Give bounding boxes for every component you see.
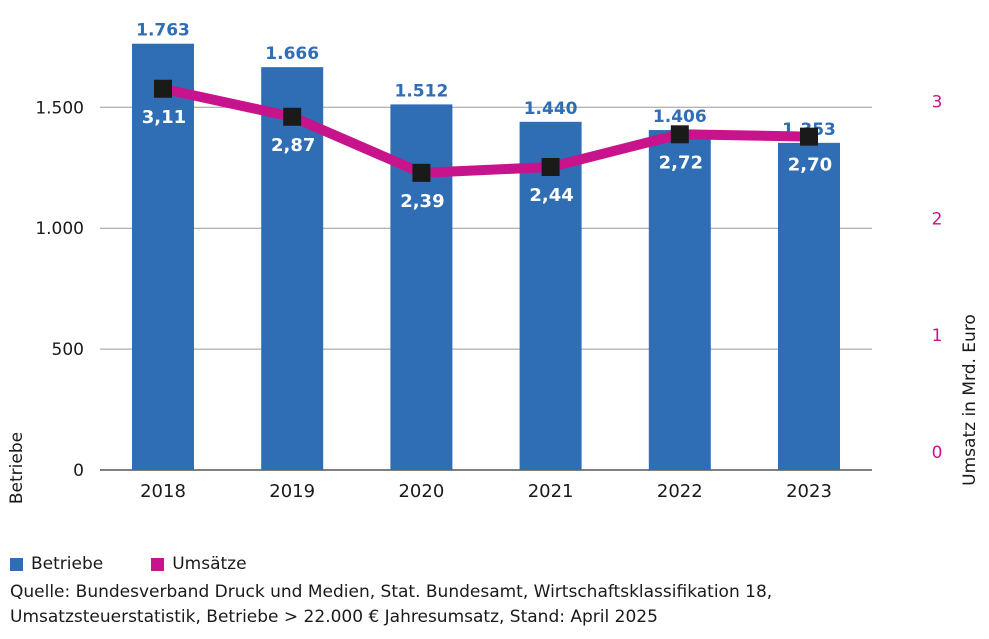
source-line-2: Umsatzsteuerstatistik, Betriebe > 22.000… (10, 607, 658, 627)
line-marker (800, 127, 818, 146)
legend-label-umsaetze: Umsätze (172, 554, 247, 574)
line-value-label: 2,87 (271, 135, 315, 156)
left-tick-label: 500 (52, 340, 84, 360)
right-tick-label: 2 (932, 209, 943, 229)
bar (778, 142, 840, 470)
legend-label-betriebe: Betriebe (31, 554, 104, 574)
x-tick-label: 2023 (786, 481, 832, 502)
source-line-1: Quelle: Bundesverband Druck und Medien, … (10, 582, 773, 602)
line-value-label: 2,72 (659, 152, 703, 173)
line-umsaetze (158, 83, 814, 178)
legend-item-umsaetze: Umsätze (151, 554, 247, 574)
right-tick-label: 1 (932, 326, 943, 346)
legend-item-betriebe: Betriebe (10, 554, 103, 574)
bar-value-label: 1.512 (395, 81, 449, 101)
x-tick-label: 2021 (528, 481, 574, 502)
line-marker (283, 107, 302, 126)
x-tick-label: 2020 (398, 481, 444, 502)
line-value-label: 2,44 (529, 185, 573, 206)
right-axis-ticks: 0 1 2 3 (932, 93, 943, 463)
bar-value-label: 1.406 (653, 107, 707, 127)
line-marker (541, 158, 560, 177)
right-tick-label: 0 (932, 443, 943, 463)
bar-value-label: 1.666 (265, 44, 319, 64)
y-axis-right-title: Umsatz in Mrd. Euro (960, 314, 980, 486)
line-series (158, 83, 814, 178)
x-tick-label: 2022 (657, 481, 703, 502)
legend-swatch-bars (10, 557, 23, 571)
bar-value-label: 1.440 (524, 99, 578, 119)
bar (132, 43, 194, 470)
legend-swatch-line (151, 557, 165, 571)
bar (261, 67, 324, 471)
line-labels: 3,11 2,87 2,39 2,44 2,72 2,70 (142, 107, 832, 212)
y-axis-left-title: Betriebe (7, 432, 27, 504)
bar (648, 130, 711, 470)
gridlines (100, 106, 872, 471)
line-value-label: 3,11 (142, 107, 186, 128)
line-markers (154, 79, 818, 182)
line-marker (412, 163, 431, 182)
bar (519, 121, 582, 471)
x-axis-ticks: 2018 2019 2020 2021 2022 2023 (140, 481, 832, 502)
source-note: Quelle: Bundesverband Druck und Medien, … (10, 580, 980, 630)
legend: Betriebe Umsätze (10, 552, 295, 576)
x-tick-label: 2019 (269, 481, 315, 502)
bar-value-label: 1.763 (136, 21, 190, 41)
line-value-label: 2,70 (788, 155, 832, 176)
right-tick-label: 3 (932, 93, 943, 113)
line-marker (670, 125, 689, 144)
left-tick-label: 0 (73, 461, 84, 481)
left-tick-label: 1.000 (35, 219, 84, 239)
x-tick-label: 2018 (140, 481, 186, 502)
line-value-label: 2,39 (400, 191, 444, 212)
left-tick-label: 1.500 (35, 98, 84, 118)
left-axis-ticks: 0 500 1.000 1.500 (35, 98, 84, 481)
line-marker (154, 79, 172, 98)
